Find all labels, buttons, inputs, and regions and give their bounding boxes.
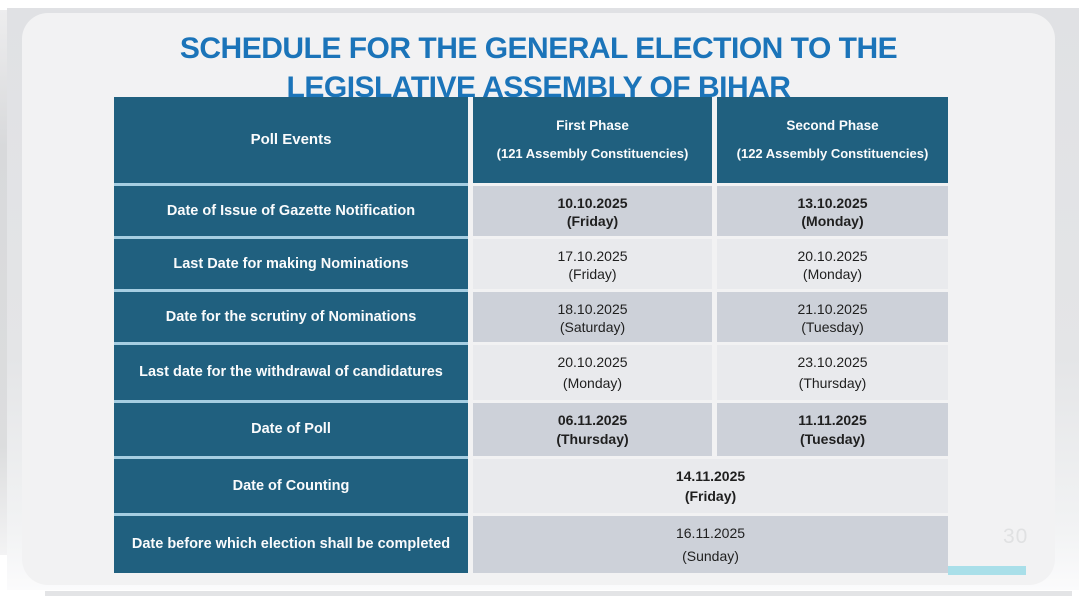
event-cell: Date of Issue of Gazette Notification — [114, 186, 468, 236]
event-cell: Date for the scrutiny of Nominations — [114, 292, 468, 342]
day-value: (Sunday) — [682, 548, 739, 564]
table-row: Date of Poll 06.11.2025 (Thursday) 11.11… — [114, 403, 948, 456]
second-phase-cell: 11.11.2025 (Tuesday) — [717, 403, 948, 456]
date-value: 23.10.2025 — [797, 354, 868, 370]
header-first-phase: First Phase (121 Assembly Constituencies… — [473, 97, 712, 183]
day-value: (Tuesday) — [801, 319, 864, 335]
day-value: (Monday) — [802, 266, 863, 282]
table-row: Date of Counting 14.11.2025 (Friday) — [114, 459, 948, 513]
table-row: Date for the scrutiny of Nominations 18.… — [114, 292, 948, 342]
date-value: 14.11.2025 — [675, 468, 746, 484]
date-value: 11.11.2025 — [798, 412, 867, 428]
slide-title: SCHEDULE FOR THE GENERAL ELECTION TO THE… — [22, 29, 1055, 107]
slide: SCHEDULE FOR THE GENERAL ELECTION TO THE… — [22, 13, 1055, 585]
first-phase-cell: 06.11.2025 (Thursday) — [473, 403, 712, 456]
table-row: Date before which election shall be comp… — [114, 516, 948, 573]
day-value: (Thursday) — [556, 431, 629, 447]
table-row: Date of Issue of Gazette Notification 10… — [114, 186, 948, 236]
header-poll-events: Poll Events — [114, 97, 468, 183]
event-cell: Date of Poll — [114, 403, 468, 456]
date-value: 18.10.2025 — [557, 301, 628, 317]
table-row: Last Date for making Nominations 17.10.2… — [114, 239, 948, 289]
date-value: 17.10.2025 — [557, 248, 628, 264]
event-cell: Last Date for making Nominations — [114, 239, 468, 289]
day-value: (Friday) — [566, 213, 619, 229]
date-value: 20.10.2025 — [557, 354, 628, 370]
event-cell: Date of Counting — [114, 459, 468, 513]
title-line-1: SCHEDULE FOR THE GENERAL ELECTION TO THE — [179, 32, 898, 65]
day-value: (Monday) — [562, 375, 623, 391]
combined-phase-cell: 16.11.2025 (Sunday) — [473, 516, 948, 573]
cyan-accent-bar — [948, 566, 1026, 575]
header-second-phase: Second Phase (122 Assembly Constituencie… — [717, 97, 948, 183]
page-number: 30 — [1003, 525, 1029, 548]
second-phase-cell: 23.10.2025 (Thursday) — [717, 345, 948, 400]
second-phase-cell: 21.10.2025 (Tuesday) — [717, 292, 948, 342]
combined-phase-cell: 14.11.2025 (Friday) — [473, 459, 948, 513]
table-row: Last date for the withdrawal of candidat… — [114, 345, 948, 400]
day-value: (Friday) — [568, 266, 617, 282]
event-cell: Last date for the withdrawal of candidat… — [114, 345, 468, 400]
date-value: 13.10.2025 — [797, 195, 868, 211]
day-value: (Thursday) — [798, 375, 867, 391]
day-value: (Monday) — [801, 213, 864, 229]
table-header-row: Poll Events First Phase (121 Assembly Co… — [114, 97, 948, 183]
day-value: (Tuesday) — [799, 431, 866, 447]
date-value: 20.10.2025 — [797, 248, 868, 264]
next-slide-edge — [45, 591, 1072, 596]
left-edge-strip — [0, 10, 7, 555]
day-value: (Friday) — [684, 488, 737, 504]
second-phase-cell: 13.10.2025 (Monday) — [717, 186, 948, 236]
date-value: 06.11.2025 — [557, 412, 628, 428]
election-schedule-table: Poll Events First Phase (121 Assembly Co… — [114, 97, 948, 573]
date-value: 21.10.2025 — [797, 301, 868, 317]
first-phase-cell: 18.10.2025 (Saturday) — [473, 292, 712, 342]
date-value: 10.10.2025 — [557, 195, 628, 211]
second-phase-cell: 20.10.2025 (Monday) — [717, 239, 948, 289]
day-value: (Saturday) — [559, 319, 626, 335]
date-value: 16.11.2025 — [675, 525, 746, 541]
first-phase-cell: 20.10.2025 (Monday) — [473, 345, 712, 400]
first-phase-cell: 10.10.2025 (Friday) — [473, 186, 712, 236]
first-phase-cell: 17.10.2025 (Friday) — [473, 239, 712, 289]
event-cell: Date before which election shall be comp… — [114, 516, 468, 573]
